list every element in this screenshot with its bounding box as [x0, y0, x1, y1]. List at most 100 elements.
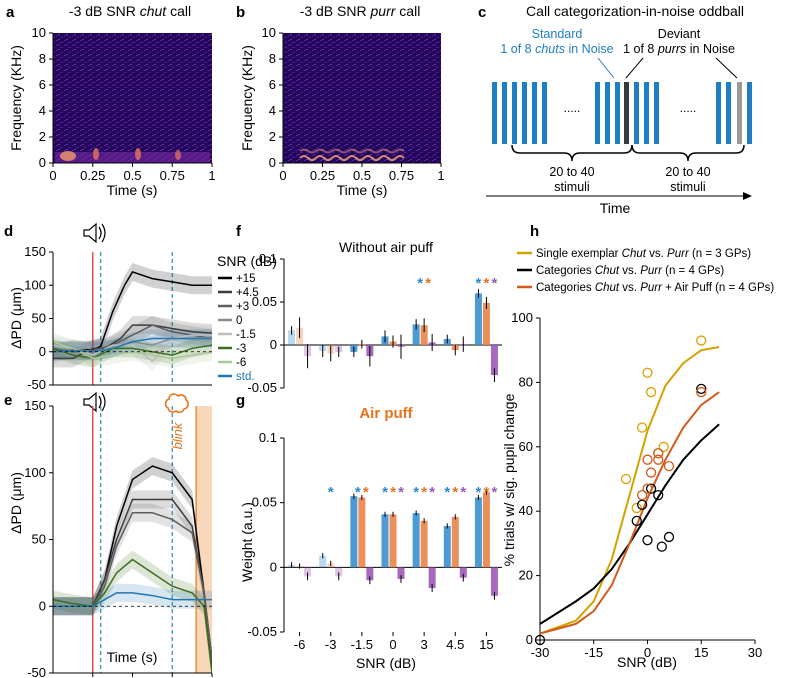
- blink-shade: [196, 406, 212, 673]
- bar: [459, 567, 467, 578]
- stimulus-bar: [716, 82, 721, 144]
- y-tick-label: 10: [32, 25, 46, 40]
- panel-e-ylabel: ΔPD (μm): [8, 472, 24, 534]
- data-point: [653, 489, 664, 501]
- spectrogram-b-call-energy: [299, 148, 405, 161]
- panel-h-ylabel: % trials w/ sig. pupil change: [501, 393, 517, 566]
- data-point: [696, 383, 707, 394]
- data-point: [696, 386, 707, 398]
- y-tick-label: 8: [269, 51, 276, 66]
- data-point: [656, 541, 667, 552]
- stimulus-bar: [532, 82, 537, 144]
- bar: [397, 567, 405, 579]
- legend-h: Single exemplar Chut vs. Purr (n = 3 GPs…: [517, 248, 774, 294]
- bar: [482, 492, 490, 568]
- y-tick-label: 20: [519, 568, 533, 583]
- data-point: [653, 454, 664, 465]
- y-tick-label: 80: [519, 374, 533, 389]
- data-point: [636, 422, 648, 433]
- significance-star: *: [476, 275, 482, 292]
- x-tick-label: 0.75: [160, 168, 185, 183]
- panel-a-xlabel: Time (s): [107, 182, 158, 198]
- spectrogram-a: [53, 33, 212, 163]
- significance-star: *: [476, 484, 482, 501]
- legend-label: -3: [236, 343, 246, 355]
- y-tick-label: 8: [39, 51, 46, 66]
- panel-f-letter: f: [236, 223, 242, 240]
- data-point: [631, 515, 642, 527]
- stimulus-bar: [747, 82, 752, 144]
- axes: [52, 406, 212, 674]
- fit-curve: [540, 423, 720, 625]
- stimulus-bar: [726, 82, 731, 144]
- y-tick-label: 6: [39, 77, 46, 92]
- panel-d-plot: 150 100 50 0 -50: [24, 244, 212, 392]
- spectrogram-b: [283, 33, 441, 163]
- stimulus-bar: [654, 82, 659, 144]
- series-line: [53, 271, 212, 353]
- panel-a-letter: a: [6, 4, 15, 21]
- y-tick-label: 0.1: [259, 430, 277, 445]
- x-tick-label: -15: [584, 645, 603, 660]
- data-point: [645, 386, 657, 398]
- stimulus-bar: [502, 82, 507, 144]
- panel-d-ylabel: ΔPD (μm): [8, 287, 24, 349]
- legend-label: +15: [236, 273, 256, 285]
- data-point: [696, 335, 707, 346]
- air-puff-icon: [164, 393, 189, 414]
- y-tick-label: 150: [24, 398, 46, 413]
- data-point: [658, 441, 669, 452]
- data-point: [636, 489, 648, 501]
- stimulus-bar: [542, 82, 547, 144]
- y-tick-label: 100: [24, 277, 46, 292]
- y-tick-label: 50: [32, 532, 46, 547]
- stimulus-bar: [595, 82, 600, 144]
- bar: [381, 514, 389, 568]
- x-tick-label: -3: [325, 637, 337, 652]
- panel-h-letter: h: [530, 223, 539, 240]
- data-point: [663, 531, 675, 543]
- panel-f-title: Without air puff: [339, 239, 433, 255]
- stimulus-bar: [644, 82, 649, 144]
- range-2-line2: stimuli: [670, 180, 705, 194]
- dots-1: .....: [564, 101, 581, 115]
- y-tick-label: 0: [39, 598, 46, 613]
- blink-label: blink: [170, 421, 185, 449]
- stimulus-bar: [737, 82, 742, 144]
- bar: [490, 345, 498, 376]
- legend-label: Categories Chut vs. Purr + Air Puff (n =…: [536, 282, 774, 294]
- x-tick-label: 0.5: [353, 168, 371, 183]
- series-group: [53, 457, 212, 673]
- spectrogram-a-call-energy: [55, 148, 210, 163]
- panel-b-xlabel: Time (s): [337, 182, 388, 198]
- y-tick-label: 150: [24, 244, 46, 259]
- legend-label: Categories Chut vs. Purr (n = 4 GPs): [536, 265, 724, 277]
- x-tick-label: 0.25: [80, 168, 105, 183]
- x-tick-label: 0: [49, 168, 56, 183]
- legend-label: std.: [236, 371, 255, 383]
- bar: [412, 324, 420, 345]
- significance-star: *: [390, 484, 396, 501]
- x-tick-label: 0: [644, 645, 651, 660]
- standard-label: Standard: [532, 27, 583, 41]
- y-tick-label: 0: [39, 155, 46, 170]
- data-point: [642, 535, 653, 546]
- x-tick-label: -6: [294, 637, 306, 652]
- significance-star: *: [460, 484, 466, 501]
- significance-star: *: [355, 484, 361, 501]
- bar: [443, 525, 451, 568]
- panel-d-letter: d: [4, 223, 13, 240]
- bar: [474, 497, 482, 568]
- bar: [319, 555, 327, 568]
- deviant-pointer-1: [625, 57, 644, 79]
- oddball-sequence: [492, 82, 752, 144]
- x-tick-label: 30: [748, 645, 762, 660]
- y-tick-label: 40: [519, 503, 533, 518]
- x-tick-label: 0: [389, 637, 396, 652]
- bar: [451, 516, 459, 568]
- y-tick-label: 0: [39, 344, 46, 359]
